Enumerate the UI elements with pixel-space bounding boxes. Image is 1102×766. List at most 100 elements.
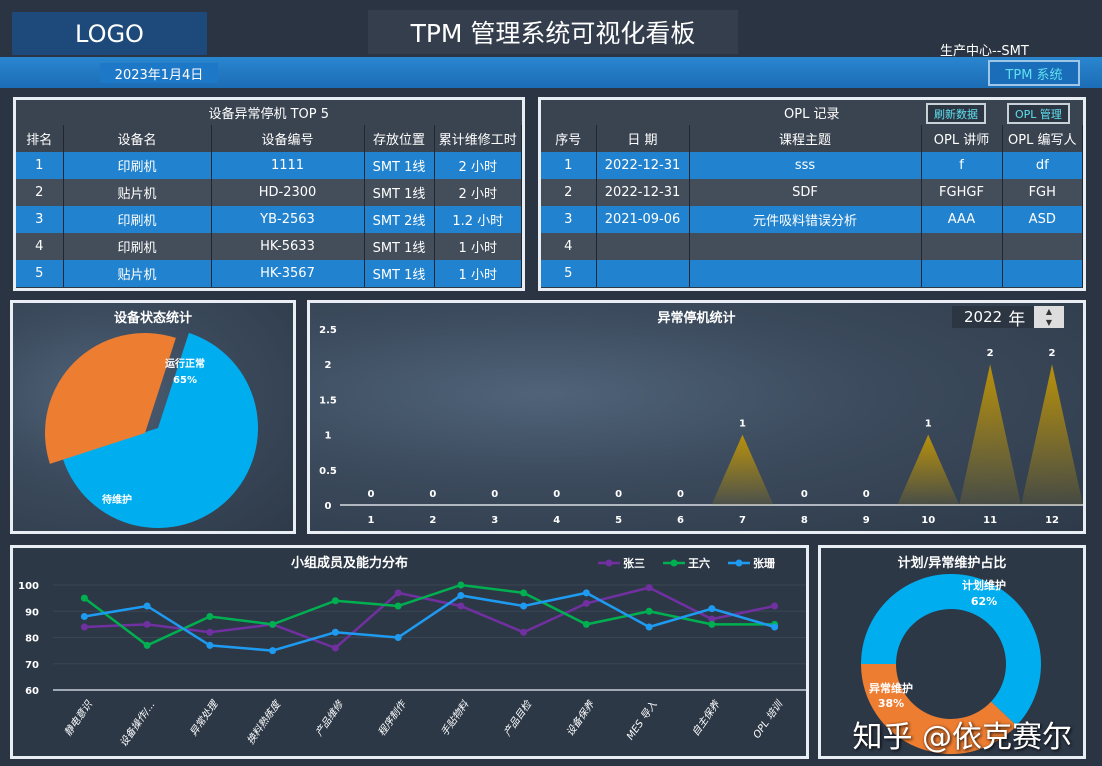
down-arrow-icon[interactable]: ▼ (1045, 318, 1053, 327)
table-cell: SMT 2线 (364, 206, 435, 233)
table-cell: 4 (16, 233, 64, 260)
up-arrow-icon[interactable]: ▲ (1045, 307, 1053, 316)
table-row[interactable]: 3 印刷机 YB-2563 SMT 2线 1.2 小时 (16, 206, 522, 233)
page-title: TPM 管理系统可视化看板 (368, 10, 738, 54)
y-tick-label: 0 (325, 501, 332, 512)
year-unit: 年 (1008, 309, 1026, 330)
maintenance-donut-panel: 计划/异常维护占比 计划维护 62% 异常维护 38% (818, 545, 1086, 759)
y-tick-label: 90 (25, 607, 39, 618)
data-point (80, 613, 88, 620)
opl-panel: OPL 记录 序号日 期课程主题 OPL 讲师 OPL 编写人 1 2022-12-31… (538, 97, 1086, 291)
series-line (83, 583, 775, 647)
legend-label: 张三 (623, 556, 645, 570)
opl-title: OPL 记录 (541, 100, 1083, 125)
data-point (708, 605, 716, 613)
x-tick-label: OPL 培训 (751, 697, 786, 740)
table-cell: HD-2300 (211, 179, 365, 206)
top5-table: 设备异常停机 TOP 5 排名 设备名 设备编号 存放位置 累计维修工时 1 印刷机 1111… (16, 100, 522, 287)
data-point (394, 589, 402, 597)
table-cell: SMT 1线 (364, 179, 435, 206)
tpm-system-button[interactable]: TPM 系统 (988, 60, 1080, 86)
table-cell (596, 233, 690, 260)
table-cell: 4 (541, 233, 597, 260)
area-peak (959, 364, 1022, 505)
table-row[interactable]: 1 2022-12-31 sss f df (541, 152, 1083, 179)
area-peak (1021, 364, 1083, 505)
column-header: 排名 (16, 125, 64, 152)
data-point (331, 628, 339, 636)
table-row[interactable]: 2 2022-12-31 SDF FGHGF FGH (541, 179, 1083, 206)
table-cell: 1 (541, 152, 597, 179)
data-point (457, 592, 465, 599)
year-spinner[interactable]: 2022 年 ▲ ▼ (952, 306, 1064, 330)
donut-slice-planned (861, 574, 1041, 726)
table-cell: 元件吸料错误分析 (689, 206, 922, 233)
status-pie-title: 设备状态统计 (113, 311, 192, 326)
series-line (84, 591, 775, 652)
data-label: 0 (429, 489, 436, 500)
pie-label: 待维护 (102, 493, 132, 506)
table-row[interactable]: 5 贴片机 HK-3567 SMT 1线 1 小时 (16, 260, 522, 287)
y-tick-label: 2.5 (319, 325, 337, 336)
data-point (269, 620, 277, 628)
area-peak (711, 434, 774, 505)
center-label: 生产中心--SMT (940, 44, 1029, 59)
table-cell: FGHGF (921, 179, 1003, 206)
refresh-data-button[interactable]: 刷新数据 (926, 103, 986, 124)
opl-manage-button[interactable]: OPL 管理 (1007, 103, 1070, 124)
data-point (143, 602, 151, 610)
data-point (645, 623, 653, 631)
table-cell: 印刷机 (63, 152, 212, 179)
y-tick-label: 60 (25, 686, 39, 697)
table-cell: 2 (541, 179, 597, 206)
column-header: 序号 (541, 125, 597, 152)
status-pie-panel: 设备状态统计 运行正常 65% 待维护 (10, 300, 296, 534)
status-pie-chart: 运行正常 65% 待维护 (44, 332, 258, 528)
table-cell: SMT 1线 (364, 152, 435, 179)
table-cell: sss (689, 152, 922, 179)
data-point (331, 644, 339, 652)
table-row[interactable]: 3 2021-09-06 元件吸料错误分析 AAA ASD (541, 206, 1083, 233)
table-cell: 1 小时 (434, 260, 522, 287)
legend-label: 张珊 (753, 556, 775, 570)
table-cell (689, 233, 922, 260)
data-label: 0 (367, 489, 374, 500)
table-cell: ASD (1002, 206, 1083, 233)
data-point (143, 641, 151, 649)
x-tick-label: 设备保养 (564, 698, 597, 738)
table-cell: HK-5633 (211, 233, 365, 260)
table-row[interactable]: 2 贴片机 HD-2300 SMT 1线 2 小时 (16, 179, 522, 206)
y-tick-label: 2 (325, 360, 332, 371)
downtime-title: 异常停机统计 (657, 311, 736, 326)
year-stepper[interactable]: ▲ ▼ (1034, 306, 1064, 328)
table-row[interactable]: 5 (541, 260, 1083, 287)
maintenance-donut-chart: 计划维护 62% 异常维护 38% (861, 574, 1041, 754)
table-cell: 5 (541, 260, 597, 287)
data-label: 0 (801, 489, 808, 500)
donut-value: 62% (971, 595, 997, 608)
table-cell: 3 (16, 206, 64, 233)
data-point (708, 620, 716, 628)
table-cell: 2 小时 (434, 152, 522, 179)
data-label: 2 (987, 348, 994, 359)
data-point (143, 620, 151, 628)
table-row[interactable]: 4 印刷机 HK-5633 SMT 1线 1 小时 (16, 233, 522, 260)
data-label: 1 (739, 419, 746, 430)
donut-title: 计划/异常维护占比 (897, 556, 1007, 571)
pie-slice-running (62, 332, 258, 528)
table-cell: 3 (541, 206, 597, 233)
table-cell: 印刷机 (63, 233, 212, 260)
table-cell: 贴片机 (63, 179, 212, 206)
data-point (206, 613, 214, 620)
table-row[interactable]: 1 印刷机 1111 SMT 1线 2 小时 (16, 152, 522, 179)
y-tick-label: 70 (25, 660, 39, 671)
table-row[interactable]: 4 (541, 233, 1083, 260)
table-cell (596, 260, 690, 287)
x-tick-label: 程序制作 (376, 697, 410, 738)
table-cell (921, 233, 1003, 260)
area-peak (897, 434, 960, 505)
opl-table: OPL 记录 序号日 期课程主题 OPL 讲师 OPL 编写人 1 2022-12-31… (541, 100, 1083, 287)
data-point (582, 620, 590, 628)
year-value: 2022 (964, 308, 1003, 326)
